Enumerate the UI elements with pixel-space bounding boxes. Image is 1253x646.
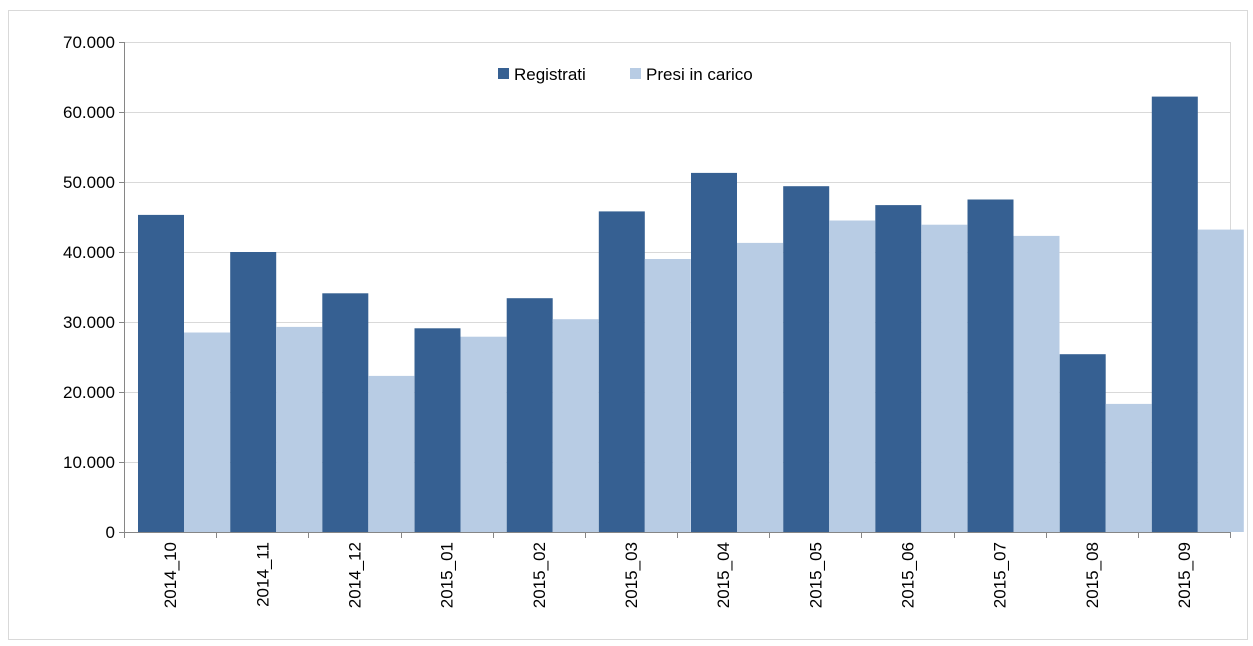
bar-registrati-2015_04 xyxy=(691,172,737,532)
x-tick-label: 2015_03 xyxy=(622,542,641,608)
bar-registrati-2015_08 xyxy=(1059,354,1106,532)
x-tick-label: 2015_04 xyxy=(714,542,733,608)
bar-registrati-2015_09 xyxy=(1151,96,1198,532)
y-tick-label: 70.000 xyxy=(63,33,115,52)
legend-swatch-presi-in-carico xyxy=(630,68,641,79)
y-tick-label: 10.000 xyxy=(63,453,115,472)
x-tick-label: 2014_10 xyxy=(161,542,180,608)
bar-registrati-2015_03 xyxy=(598,211,645,532)
y-tick-label: 50.000 xyxy=(63,173,115,192)
axes xyxy=(119,42,1231,538)
bar-presi-in-carico-2014_12 xyxy=(368,375,415,532)
y-tick-label: 30.000 xyxy=(63,313,115,332)
x-tick-label: 2015_08 xyxy=(1083,542,1102,608)
x-tick-label: 2015_07 xyxy=(991,542,1010,608)
bar-registrati-2015_07 xyxy=(967,199,1014,532)
bar-presi-in-carico-2015_09 xyxy=(1197,229,1244,532)
bar-registrati-2015_01 xyxy=(414,328,461,532)
x-tick-label: 2014_11 xyxy=(253,542,272,607)
legend: Registrati Presi in carico xyxy=(498,65,753,84)
x-tick-labels: 2014_10 2014_11 2014_12 2015_01 2015_02 2015_… xyxy=(161,542,1194,608)
bar-presi-in-carico-2015_03 xyxy=(644,259,691,532)
x-tick-label: 2015_05 xyxy=(806,542,825,608)
legend-label-registrati: Registrati xyxy=(514,65,586,84)
y-tick-label: 20.000 xyxy=(63,383,115,402)
y-tick-label: 60.000 xyxy=(63,103,115,122)
bar-presi-in-carico-2015_05 xyxy=(829,220,876,532)
chart-frame xyxy=(8,10,1248,640)
x-tick-label: 2015_01 xyxy=(438,542,457,608)
bars xyxy=(138,96,1244,532)
x-tick-label: 2015_06 xyxy=(898,542,917,608)
bar-registrati-2014_10 xyxy=(138,214,184,532)
bar-presi-in-carico-2015_06 xyxy=(921,224,968,532)
x-tick-label: 2015_09 xyxy=(1175,542,1194,608)
y-tick-label: 40.000 xyxy=(63,243,115,262)
bar-registrati-2015_06 xyxy=(875,205,922,532)
bar-registrati-2015_05 xyxy=(783,186,830,532)
bar-presi-in-carico-2015_01 xyxy=(460,336,507,532)
bar-presi-in-carico-2015_07 xyxy=(1013,235,1060,532)
legend-swatch-registrati xyxy=(498,68,509,79)
bar-registrati-2014_11 xyxy=(230,252,277,532)
bar-presi-in-carico-2015_08 xyxy=(1105,403,1152,532)
bar-registrati-2014_12 xyxy=(322,293,369,532)
y-tick-labels: 0 10.000 20.000 30.000 40.000 50.000 60.000 70.… xyxy=(63,33,115,542)
bar-registrati-2015_02 xyxy=(506,298,553,532)
y-tick-label: 0 xyxy=(106,523,115,542)
x-tick-label: 2014_12 xyxy=(345,542,364,608)
x-tick-label: 2015_02 xyxy=(530,542,549,608)
bar-presi-in-carico-2014_10 xyxy=(184,332,230,532)
bar-presi-in-carico-2014_11 xyxy=(276,326,323,532)
bar-presi-in-carico-2015_04 xyxy=(737,242,783,532)
bar-presi-in-carico-2015_02 xyxy=(552,319,599,532)
legend-label-presi-in-carico: Presi in carico xyxy=(646,65,753,84)
